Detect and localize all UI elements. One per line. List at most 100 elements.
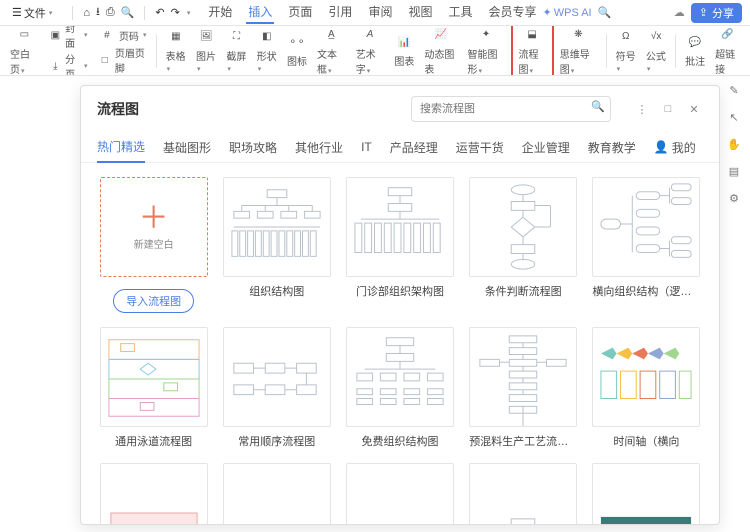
tab-view[interactable]: 视图 [406, 1, 434, 24]
mtab-basic[interactable]: 基础图形 [163, 132, 211, 162]
menu-file-label: 文件 [24, 5, 46, 21]
rb-smartart[interactable]: ✦智能图形▾ [464, 26, 509, 76]
new-blank-cell: ＋ 新建空白 导入流程图 [97, 177, 210, 313]
mtab-pm[interactable]: 产品经理 [390, 132, 438, 162]
tab-member[interactable]: 会员专享 [486, 1, 538, 24]
chart-icon: 📊 [395, 33, 413, 51]
tab-insert[interactable]: 插入 [246, 1, 274, 24]
cloud-icon[interactable]: ☁ [674, 6, 685, 19]
rb-blank-page[interactable]: ▭ 空白页▾ [6, 26, 43, 76]
template-card[interactable]: 横向组织结构（逻辑图 [590, 177, 703, 313]
ribbon: ▭ 空白页▾ ▣封面▾ ⤓分页▾ #页码▾ □页眉页脚 ▦表格▾ 🖼图片▾ ⛶截… [0, 26, 750, 76]
modal-tabs: 热门精选 基础图形 职场攻略 其他行业 IT 产品经理 运营干货 企业管理 教育… [81, 132, 719, 163]
thumb-org1 [223, 177, 331, 277]
home-icon[interactable]: ⌂ [83, 7, 90, 19]
rb-header-footer[interactable]: □页眉页脚 [94, 45, 151, 75]
maximize-icon[interactable]: □ [659, 103, 677, 116]
template-card[interactable]: 条件判断流程图 [467, 177, 580, 313]
search-input[interactable] [411, 96, 611, 122]
tab-review[interactable]: 审阅 [366, 1, 394, 24]
rb-page-number[interactable]: #页码▾ [94, 26, 151, 44]
modal-title: 流程图 [97, 99, 139, 119]
template-card[interactable] [220, 463, 333, 524]
side-hand-icon[interactable]: ✋ [727, 138, 741, 151]
mtab-my[interactable]: 👤我的 [654, 132, 696, 162]
mtab-edu[interactable]: 教育教学 [588, 132, 636, 162]
template-card[interactable]: 预混料生产工艺流程图 [467, 327, 580, 449]
blank-page-icon: ▭ [15, 26, 33, 44]
preview-icon[interactable]: 🔍 [121, 6, 135, 19]
symbol-icon: Ω [617, 28, 635, 46]
tab-start[interactable]: 开始 [206, 1, 234, 24]
mtab-other[interactable]: 其他行业 [295, 132, 343, 162]
titlebar: ☰ 文件 ▾ ⌂ ⭳ ⎙ 🔍 ↶ ↷ ▾ 开始 插入 页面 引用 审阅 视图 工… [0, 0, 750, 26]
rb-textbox[interactable]: A̲文本框▾ [313, 26, 350, 76]
hamburger-icon: ☰ [12, 6, 22, 19]
rb-cover[interactable]: ▣封面▾ [45, 26, 92, 50]
wordart-icon: A [361, 26, 379, 44]
rb-comment[interactable]: 💬批注 [681, 31, 709, 70]
rb-icons[interactable]: ⚬⚬图标 [283, 31, 311, 70]
rb-equation[interactable]: √x公式▾ [642, 26, 670, 76]
hyperlink-icon: 🔗 [719, 26, 737, 44]
template-card[interactable] [590, 463, 703, 524]
template-card[interactable] [343, 463, 456, 524]
page-break-icon: ⤓ [49, 57, 62, 75]
undo-icon[interactable]: ↶ [155, 6, 164, 19]
comment-icon: 💬 [686, 33, 704, 51]
thumb-r3c [346, 463, 454, 524]
search-icon[interactable]: 🔍 [591, 100, 605, 113]
rb-wordart[interactable]: A艺术字▾ [352, 26, 389, 76]
template-card[interactable] [97, 463, 210, 524]
template-card[interactable] [467, 463, 580, 524]
new-blank-button[interactable]: ＋ 新建空白 [100, 177, 208, 277]
template-card[interactable]: 时间轴（横向 [590, 327, 703, 449]
rb-dynchart[interactable]: 📈动态图表 [420, 26, 461, 76]
rb-hyperlink[interactable]: 🔗超链接 [711, 26, 744, 76]
page-number-icon: # [98, 26, 116, 44]
thumb-swim [100, 327, 208, 427]
rb-flowchart[interactable]: ⬓流程图▾ [515, 26, 550, 76]
template-card[interactable]: 组织结构图 [220, 177, 333, 313]
tab-reference[interactable]: 引用 [326, 1, 354, 24]
rb-table[interactable]: ▦表格▾ [162, 26, 190, 76]
rb-mindmap[interactable]: ❋思维导图▾ [556, 26, 601, 76]
side-layers-icon[interactable]: ▤ [729, 165, 739, 178]
tab-tools[interactable]: 工具 [446, 1, 474, 24]
wps-ai[interactable]: ✦ WPS AI 🔍 [543, 6, 612, 19]
open-icon[interactable]: ⭳ [96, 3, 100, 22]
rb-shapes[interactable]: ◧形状▾ [253, 26, 281, 76]
share-button[interactable]: ⇪ 分享 [691, 3, 742, 23]
rb-page-break[interactable]: ⤓分页▾ [45, 51, 92, 76]
more-icon[interactable]: ⋮ [633, 103, 651, 116]
redo-icon[interactable]: ↷ [171, 6, 180, 19]
close-icon[interactable]: ✕ [685, 103, 703, 116]
mtab-ops[interactable]: 运营干货 [456, 132, 504, 162]
rb-screenshot[interactable]: ⛶截屏▾ [222, 26, 250, 76]
thumb-horg [592, 177, 700, 277]
side-pencil-icon[interactable]: ✎ [729, 84, 738, 97]
template-card[interactable]: 免费组织结构图 [343, 327, 456, 449]
menu-file[interactable]: ☰ 文件 ▾ [8, 3, 56, 23]
thumb-org3 [346, 327, 454, 427]
side-settings-icon[interactable]: ⚙ [729, 192, 739, 205]
template-card[interactable]: 门诊部组织架构图 [343, 177, 456, 313]
thumb-seq [223, 327, 331, 427]
side-toolbar: ✎ ↖ ✋ ▤ ⚙ [722, 84, 746, 205]
tab-page[interactable]: 页面 [286, 1, 314, 24]
rb-chart[interactable]: 📊图表 [390, 31, 418, 70]
mtab-ent[interactable]: 企业管理 [522, 132, 570, 162]
template-card[interactable]: 常用顺序流程图 [220, 327, 333, 449]
import-flowchart-button[interactable]: 导入流程图 [113, 289, 194, 313]
rb-symbol[interactable]: Ω符号▾ [612, 26, 640, 76]
rb-picture[interactable]: 🖼图片▾ [192, 26, 220, 76]
icons-icon: ⚬⚬ [288, 33, 306, 51]
side-cursor-icon[interactable]: ↖ [729, 111, 738, 124]
table-icon: ▦ [167, 28, 185, 46]
template-card[interactable]: 通用泳道流程图 [97, 327, 210, 449]
mtab-it[interactable]: IT [361, 132, 372, 162]
mtab-hot[interactable]: 热门精选 [97, 132, 145, 163]
ai-icon: ✦ [543, 6, 552, 19]
mtab-work[interactable]: 职场攻略 [229, 132, 277, 162]
print-icon[interactable]: ⎙ [106, 6, 115, 19]
